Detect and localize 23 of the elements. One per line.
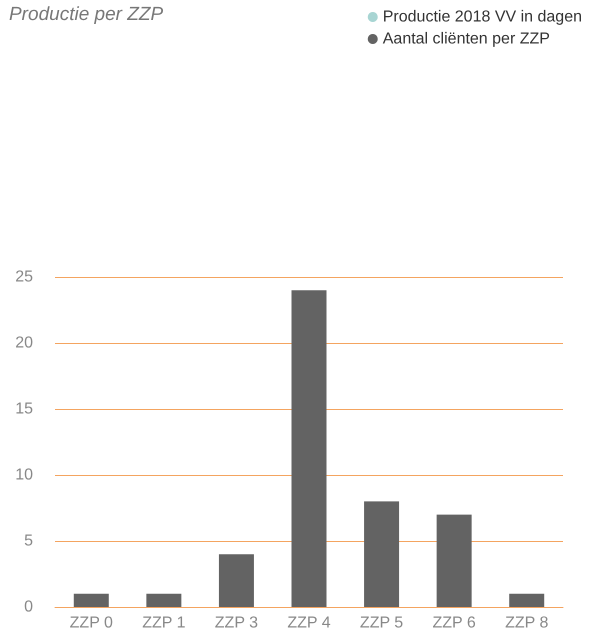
y-tick-label: 10 (15, 466, 34, 484)
bar (74, 594, 109, 607)
x-tick-label: ZZP 0 (70, 614, 114, 632)
x-tick-label: ZZP 8 (505, 614, 548, 632)
x-tick-label: ZZP 3 (214, 614, 258, 632)
bar (436, 514, 472, 607)
y-tick-label: 25 (15, 268, 34, 286)
x-tick-label: ZZP 6 (432, 614, 476, 632)
bar (509, 594, 544, 607)
x-tick-label: ZZP 5 (360, 614, 404, 632)
y-tick-label: 0 (24, 598, 34, 616)
legend-label: Productie 2018 VV in dagen (382, 8, 582, 26)
y-tick-label: 15 (15, 400, 34, 418)
bar (364, 501, 400, 607)
bar (218, 554, 254, 607)
bar (146, 594, 182, 607)
y-tick-label: 5 (24, 532, 34, 550)
y-tick-label: 20 (15, 334, 34, 352)
chart-title: Productie per ZZP (9, 4, 164, 25)
bar (292, 290, 326, 607)
x-tick-label: ZZP 4 (287, 614, 331, 632)
legend-label: Aantal cliënten per ZZP (382, 30, 550, 48)
x-tick-label: ZZP 1 (142, 614, 186, 632)
